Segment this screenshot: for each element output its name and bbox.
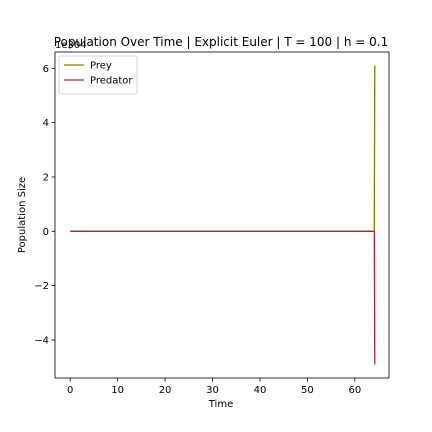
series-layer <box>70 65 376 365</box>
legend: Prey Predator <box>58 55 138 95</box>
y-axis-label: Population Size <box>17 177 28 253</box>
y-tick-label: −4 <box>34 335 49 346</box>
y-tick-label: 4 <box>43 118 49 129</box>
x-tick-label: 60 <box>348 385 361 396</box>
legend-label-predator: Predator <box>90 76 133 87</box>
y-tick-label: 0 <box>43 227 49 238</box>
x-tick-label: 40 <box>254 385 267 396</box>
y-tick-label: 6 <box>43 64 49 75</box>
y-tick-label: −2 <box>34 281 49 292</box>
x-tick-label: 30 <box>206 385 219 396</box>
chart-title: Population Over Time | Explicit Euler | … <box>54 35 388 49</box>
x-axis: 0 10 20 30 40 50 60 <box>67 378 361 396</box>
plot-area <box>55 52 389 378</box>
x-tick-label: 10 <box>111 385 124 396</box>
x-axis-label: Time <box>208 399 233 410</box>
legend-label-prey: Prey <box>90 61 112 72</box>
x-tick-label: 0 <box>67 385 73 396</box>
x-tick-label: 20 <box>159 385 172 396</box>
plot-frame <box>54 51 390 379</box>
y-offset-label: 1e304 <box>55 40 87 51</box>
x-tick-label: 50 <box>301 385 314 396</box>
y-tick-label: 2 <box>43 172 49 183</box>
series-line-predator <box>70 230 376 365</box>
y-axis: −4 −2 0 2 4 6 <box>34 64 55 346</box>
